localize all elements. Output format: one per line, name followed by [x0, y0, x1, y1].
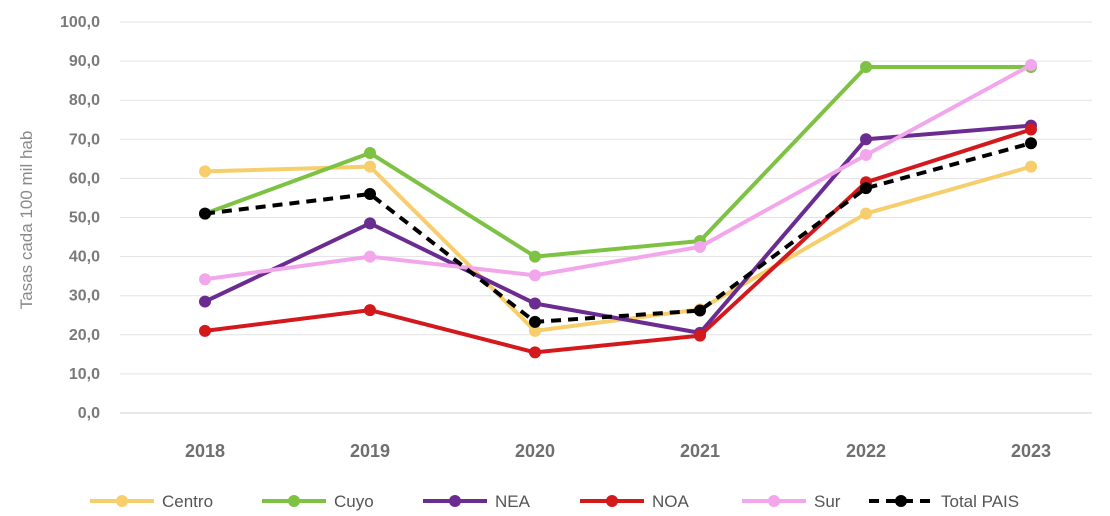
data-point-cuyo: [529, 250, 541, 263]
data-point-noa: [199, 324, 211, 337]
legend-label: Cuyo: [334, 492, 374, 511]
y-tick-label: 40,0: [69, 249, 100, 266]
data-point-total-pais: [1025, 137, 1037, 150]
y-tick-label: 90,0: [69, 53, 100, 70]
data-point-sur: [1025, 59, 1037, 72]
data-point-total-pais: [529, 315, 541, 328]
legend-item-nea: NEA: [423, 492, 531, 511]
data-point-total-pais: [694, 304, 706, 317]
data-point-nea: [529, 297, 541, 310]
data-point-noa: [694, 329, 706, 342]
series-line-total-pais: [204, 141, 1032, 324]
x-tick-label: 2019: [350, 441, 390, 461]
x-tick-label: 2020: [515, 441, 555, 461]
y-tick-label: 30,0: [69, 288, 100, 305]
legend-swatch-marker: [895, 495, 907, 507]
y-tick-label: 100,0: [60, 14, 100, 31]
legend-swatch-marker: [606, 495, 618, 507]
series-noa: [199, 123, 1037, 359]
y-tick-label: 70,0: [69, 131, 100, 148]
legend-swatch-marker: [449, 495, 461, 507]
y-tick-label: 80,0: [69, 92, 100, 109]
legend-item-centro: Centro: [90, 492, 213, 511]
legend-label: NOA: [652, 492, 690, 511]
series-line-nea: [203, 123, 1033, 335]
legend-label: Centro: [162, 492, 213, 511]
legend-item-total-pais: Total PAIS: [869, 492, 1019, 511]
series-cuyo: [199, 60, 1037, 263]
data-point-sur: [694, 240, 706, 253]
legend-item-sur: Sur: [742, 492, 841, 511]
data-point-sur: [860, 148, 872, 161]
data-point-centro: [364, 160, 376, 173]
legend-swatch-marker: [288, 495, 300, 507]
grid-layer: [120, 21, 1092, 414]
y-tick-label: 50,0: [69, 210, 100, 227]
legend-label: NEA: [495, 492, 531, 511]
x-tick-label: 2023: [1011, 441, 1051, 461]
data-point-total-pais: [364, 188, 376, 201]
y-tick-labels: 0,0 10,0 20,0 30,0 40,0 50,0 60,0 70,0 80,0 90,0 1…: [60, 14, 100, 422]
y-tick-label: 20,0: [69, 327, 100, 344]
series-line-cuyo: [203, 64, 1033, 259]
legend-swatch-marker: [768, 495, 780, 507]
data-point-noa: [529, 346, 541, 359]
legend-label: Sur: [814, 492, 841, 511]
data-point-nea: [860, 133, 872, 146]
data-point-sur: [364, 250, 376, 263]
y-tick-label: 60,0: [69, 170, 100, 187]
series-sur: [199, 59, 1037, 286]
series-line-noa: [203, 127, 1033, 355]
y-tick-label: 10,0: [69, 366, 100, 383]
x-tick-label: 2018: [185, 441, 225, 461]
series-line-sur: [203, 63, 1033, 282]
data-point-cuyo: [364, 146, 376, 159]
legend: Centro Cuyo NEA NOA Sur Total PAIS: [90, 492, 1019, 511]
x-tick-label: 2022: [846, 441, 886, 461]
data-point-noa: [364, 304, 376, 317]
data-point-nea: [364, 217, 376, 230]
data-point-centro: [1025, 160, 1037, 173]
data-point-total-pais: [860, 182, 872, 195]
legend-label: Total PAIS: [941, 492, 1019, 511]
legend-item-cuyo: Cuyo: [262, 492, 374, 511]
data-point-centro: [860, 207, 872, 220]
y-tick-label: 0,0: [78, 405, 100, 422]
data-point-nea: [199, 295, 211, 308]
y-axis-label: Tasas cada 100 mil hab: [17, 131, 36, 310]
data-point-centro: [199, 165, 211, 178]
data-point-sur: [199, 273, 211, 286]
series-layer: [199, 59, 1037, 359]
data-point-total-pais: [199, 207, 211, 220]
data-point-sur: [529, 269, 541, 282]
legend-swatch-marker: [116, 495, 128, 507]
series-total-pais: [199, 137, 1037, 328]
data-point-centro: [529, 324, 541, 337]
series-nea: [199, 119, 1037, 339]
data-point-cuyo: [860, 60, 872, 73]
data-point-noa: [1025, 123, 1037, 136]
legend-item-noa: NOA: [580, 492, 690, 511]
x-tick-label: 2021: [680, 441, 720, 461]
x-tick-labels: 2018 2019 2020 2021 2022 2023: [185, 441, 1051, 461]
